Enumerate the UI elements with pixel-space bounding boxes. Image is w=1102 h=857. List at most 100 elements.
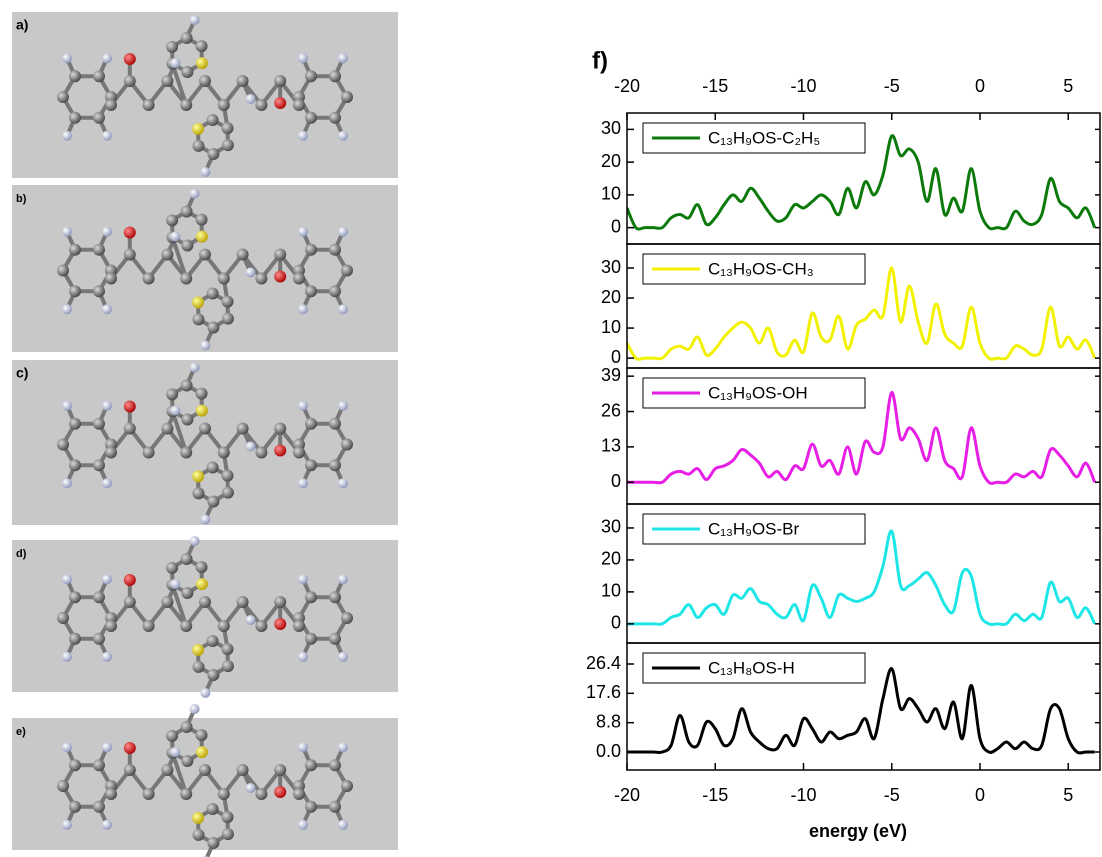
atom [161, 75, 174, 87]
atom [180, 446, 193, 459]
x-tick-label: -15 [702, 76, 728, 96]
atom [69, 70, 81, 83]
atom [200, 340, 211, 351]
x-tick-label: -5 [884, 785, 900, 805]
atom [329, 459, 341, 472]
atom [123, 422, 136, 435]
atom [123, 764, 136, 776]
panel-label: d) [16, 548, 27, 560]
atom [181, 754, 194, 767]
molecule-panel: d) [12, 536, 398, 698]
atom [57, 612, 69, 624]
y-tick-label: 17.6 [586, 682, 621, 702]
atom [123, 226, 136, 239]
atom [274, 248, 287, 261]
atom [221, 139, 234, 152]
atom [180, 553, 193, 566]
atom [200, 166, 211, 177]
atom [221, 643, 234, 656]
atom [329, 759, 341, 772]
atom [274, 764, 287, 776]
atom [195, 578, 208, 591]
atom [338, 400, 348, 411]
panel-label: c) [16, 365, 28, 381]
atom [305, 759, 317, 772]
legend-label: C₁₃H₈OS-H [708, 658, 795, 677]
atom [62, 651, 72, 662]
atom [69, 591, 81, 604]
dos-line [627, 529, 1097, 627]
x-tick-label: 5 [1063, 785, 1073, 805]
atom [341, 91, 353, 103]
atom [195, 230, 208, 243]
atom [338, 819, 348, 830]
plot-frame [626, 642, 1101, 771]
panel-background [12, 360, 398, 525]
atom [93, 800, 105, 813]
atom [180, 272, 193, 285]
atom [305, 800, 317, 813]
atom [274, 422, 287, 435]
atom [105, 99, 117, 111]
atom [189, 15, 200, 26]
y-tick-label: 30 [601, 517, 621, 537]
atom [161, 764, 174, 776]
molecule-panel: b) [12, 185, 398, 352]
y-tick-label: 39 [601, 365, 621, 385]
atom [207, 495, 220, 508]
atom [62, 478, 72, 489]
atom [221, 660, 234, 673]
atom [329, 800, 341, 813]
atom [170, 58, 181, 68]
atom [199, 248, 211, 261]
atom [341, 780, 353, 792]
atom [123, 574, 136, 586]
atom [62, 574, 72, 585]
atom [305, 459, 317, 472]
atom [305, 285, 317, 298]
atom [195, 561, 208, 574]
atom [236, 75, 249, 87]
dos-line [627, 266, 1097, 361]
atom [123, 248, 136, 261]
x-tick-label: 5 [1063, 76, 1073, 96]
atom [189, 704, 200, 715]
atom [217, 99, 230, 111]
atom [298, 400, 308, 411]
atom [69, 243, 81, 256]
panel-background [12, 185, 398, 352]
atom [161, 596, 174, 608]
atom [69, 800, 81, 813]
atom [105, 620, 117, 632]
atom [293, 272, 305, 285]
atom [245, 441, 256, 452]
atom [142, 446, 155, 459]
atom [217, 620, 230, 632]
atom [255, 272, 268, 285]
atom [199, 596, 211, 608]
y-tick-label: 8.8 [596, 711, 621, 731]
bond [170, 236, 189, 280]
atom [180, 99, 193, 111]
x-tick-label: -20 [614, 76, 640, 96]
atom [62, 53, 72, 64]
atom [166, 561, 179, 574]
atom [207, 836, 220, 849]
atom [62, 226, 72, 237]
atom [93, 70, 105, 83]
atom [274, 270, 287, 283]
atom [192, 296, 205, 309]
y-tick-label: 10 [601, 184, 621, 204]
atom [93, 459, 105, 472]
atom [221, 469, 234, 482]
atom [298, 130, 308, 141]
atom [298, 651, 308, 662]
atom [69, 111, 81, 124]
atom [298, 304, 308, 315]
atom [62, 130, 72, 141]
atom [338, 53, 348, 64]
x-tick-label: -5 [884, 76, 900, 96]
y-tick-label: 20 [601, 287, 621, 307]
molecule-panel: e) [12, 704, 398, 857]
